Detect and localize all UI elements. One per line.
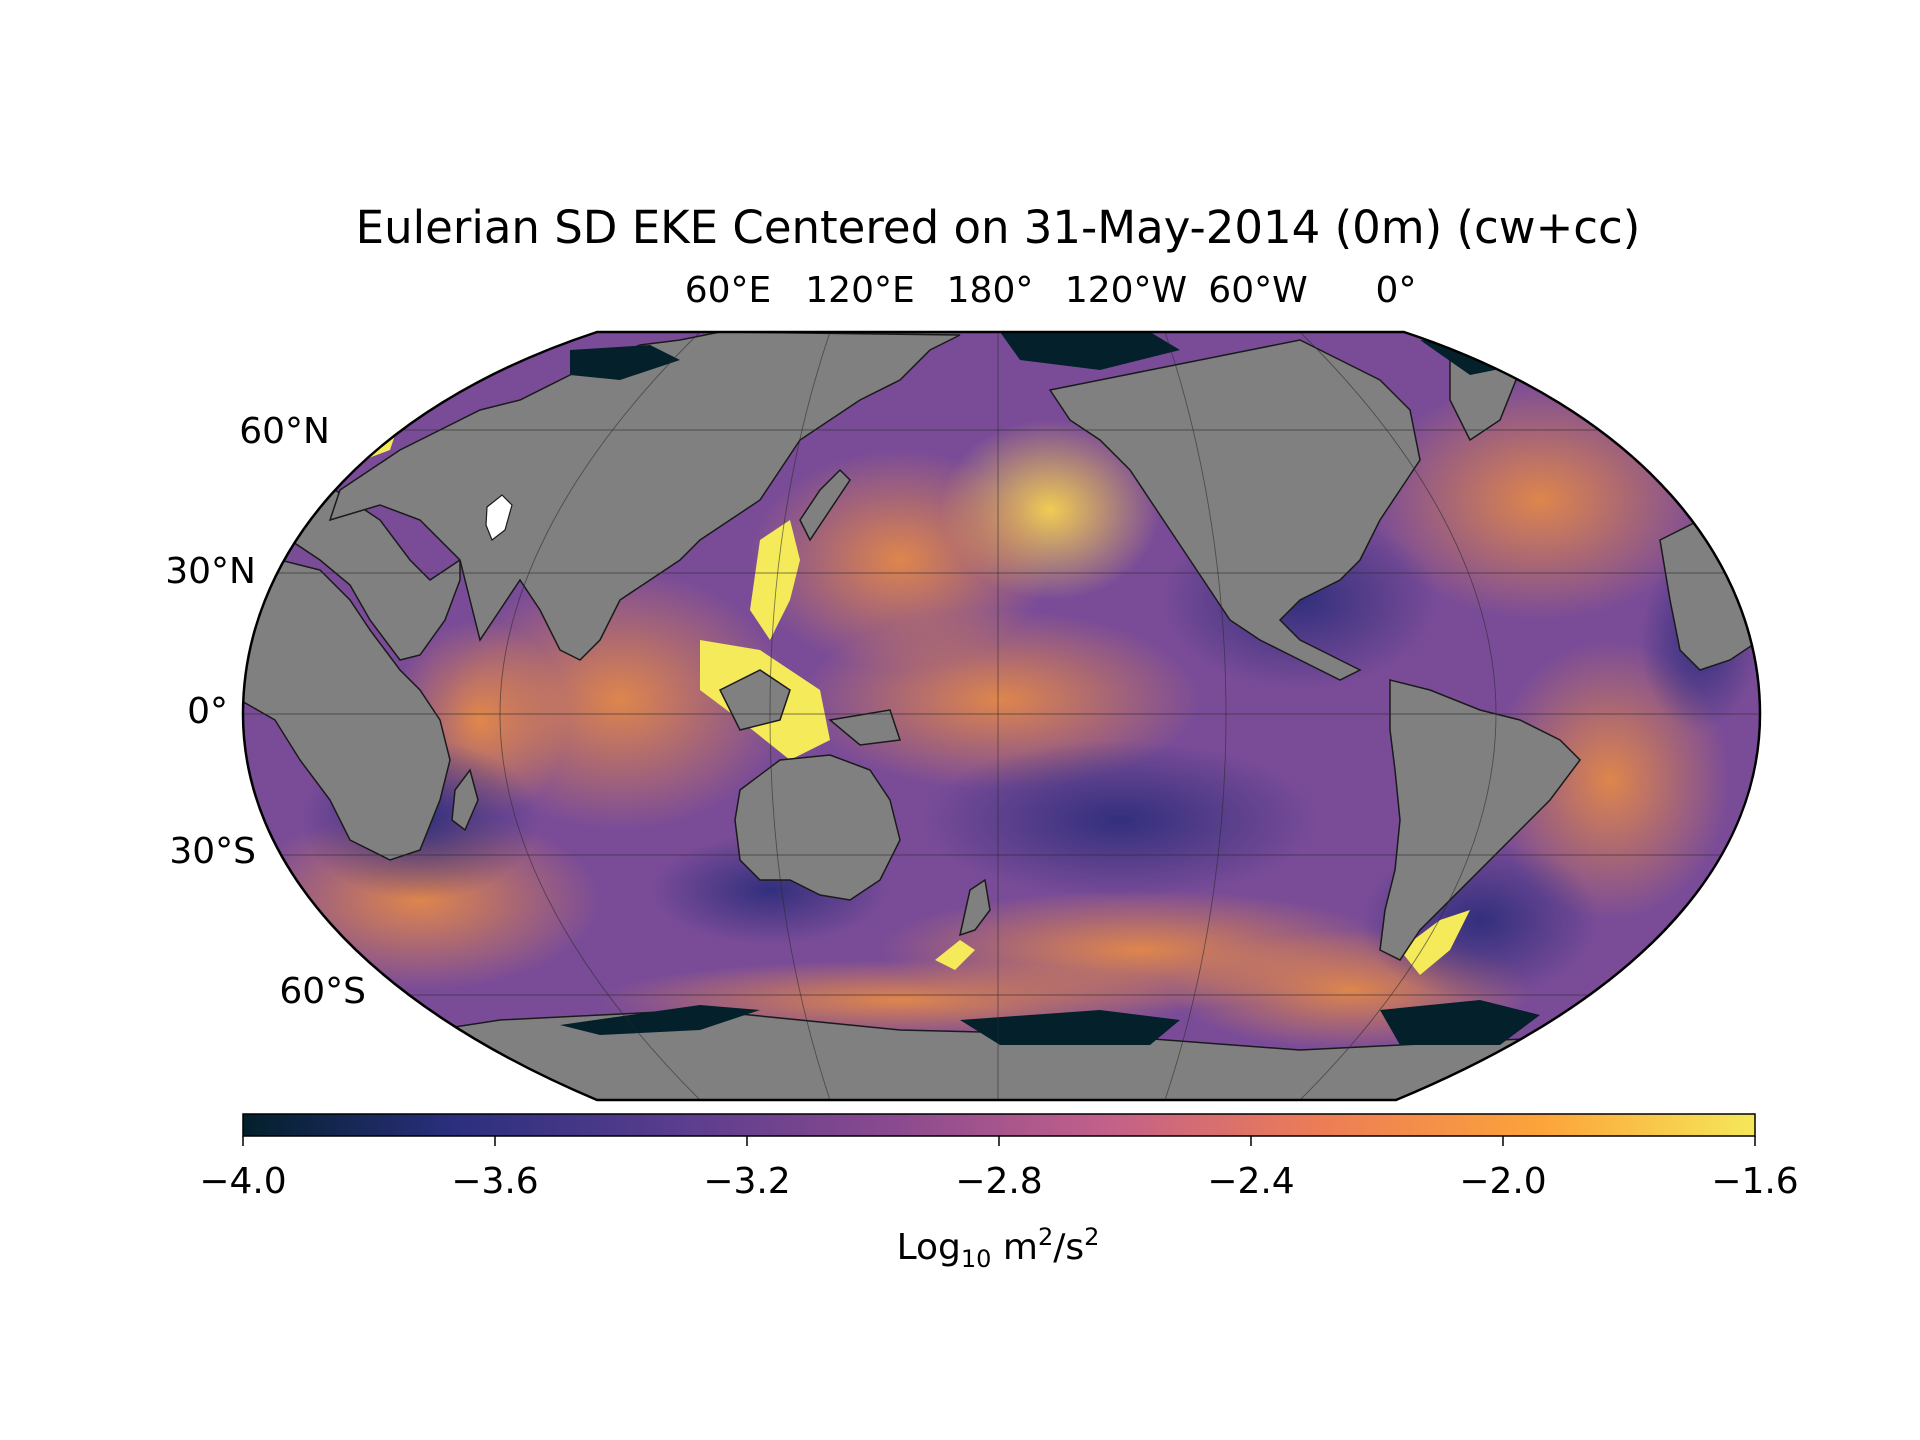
lat-label-30s: 30°S — [169, 831, 256, 872]
colorbar-gradient — [242, 1113, 1756, 1137]
lon-label-0: 0° — [1376, 270, 1417, 311]
landmass-eurasia — [328, 332, 961, 661]
landmass-borneo — [718, 669, 791, 731]
graticule — [243, 332, 1760, 1100]
globe-outline — [241, 330, 1762, 1102]
colorbar-tick-label: −2.0 — [1459, 1161, 1546, 1202]
landmass-new-guinea — [828, 709, 902, 746]
lat-label-60s: 60°S — [279, 971, 366, 1012]
map-title: Eulerian SD EKE Centered on 31-May-2014 … — [356, 201, 1641, 254]
lon-label-60w: 60°W — [1208, 270, 1307, 311]
globe-map — [243, 332, 1760, 1100]
colorbar-tick-label: −2.8 — [955, 1161, 1042, 1202]
caspian-sea — [485, 494, 513, 541]
landmass-new-zealand — [958, 878, 991, 937]
lon-label-60e: 60°E — [685, 270, 772, 311]
colorbar-tick-label: −3.2 — [703, 1161, 790, 1202]
colorbar-tick-label: −2.4 — [1207, 1161, 1294, 1202]
colorbar-tick-label: −1.6 — [1711, 1161, 1798, 1202]
colorbar-tick-label: −4.0 — [199, 1161, 286, 1202]
lon-label-120w: 120°W — [1065, 270, 1187, 311]
lat-label-60n: 60°N — [239, 411, 330, 452]
colorbar-label: Log10 m2/s2 — [897, 1223, 1100, 1273]
lon-label-180: 180° — [947, 270, 1034, 311]
landmass-japan — [799, 468, 851, 542]
lon-label-120e: 120°E — [805, 270, 914, 311]
lat-label-0: 0° — [187, 691, 228, 732]
latitude-labels: 60°N 30°N 0° 30°S 60°S — [165, 411, 366, 1012]
longitude-labels: 60°E 120°E 180° 120°W 60°W 0° — [685, 270, 1417, 311]
landmass-australia — [734, 754, 901, 901]
colorbar-tick-label: −3.6 — [451, 1161, 538, 1202]
landmass-madagascar — [451, 768, 479, 832]
lat-label-30n: 30°N — [165, 551, 256, 592]
colorbar: −4.0 −3.6 −3.2 −2.8 −2.4 −2.0 −1.6 Log10… — [199, 1113, 1799, 1273]
colorbar-ticks — [242, 1136, 1756, 1146]
landmass-africa — [243, 479, 461, 861]
landmass-north-america — [1048, 339, 1421, 681]
land-masses — [243, 332, 1760, 1100]
